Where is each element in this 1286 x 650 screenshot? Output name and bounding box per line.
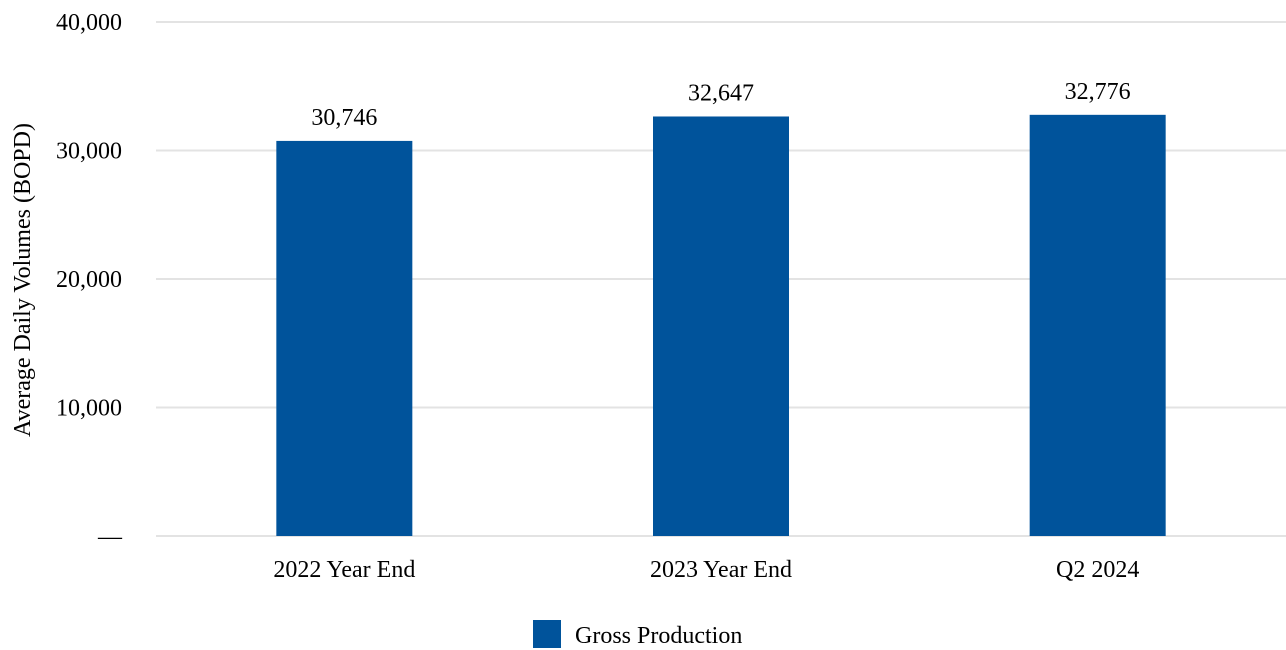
data-labels: 30,746 32,647 32,776	[311, 79, 1130, 131]
bar	[1029, 114, 1166, 536]
y-tick-label: 40,000	[56, 10, 122, 36]
legend-swatch	[533, 620, 561, 648]
y-tick-label: 30,000	[56, 139, 122, 165]
x-tick-label: 2022 Year End	[273, 557, 415, 583]
y-tick-label: 10,000	[56, 396, 122, 422]
y-tick-label: —	[97, 524, 123, 550]
bar	[276, 140, 413, 537]
data-label: 30,746	[311, 105, 377, 131]
data-label: 32,647	[688, 80, 754, 106]
x-axis-ticks: 2022 Year End 2023 Year End Q2 2024	[273, 557, 1139, 583]
y-axis-ticks: — 10,000 20,000 30,000 40,000	[56, 10, 123, 550]
bar	[653, 116, 789, 536]
data-label: 32,776	[1065, 79, 1131, 105]
legend: Gross Production	[533, 620, 742, 649]
x-tick-label: 2023 Year End	[650, 557, 792, 583]
y-tick-label: 20,000	[56, 267, 122, 293]
bars	[276, 114, 1166, 537]
legend-label: Gross Production	[575, 623, 742, 649]
y-axis-title: Average Daily Volumes (BOPD)	[10, 123, 36, 437]
x-tick-label: Q2 2024	[1056, 557, 1139, 583]
